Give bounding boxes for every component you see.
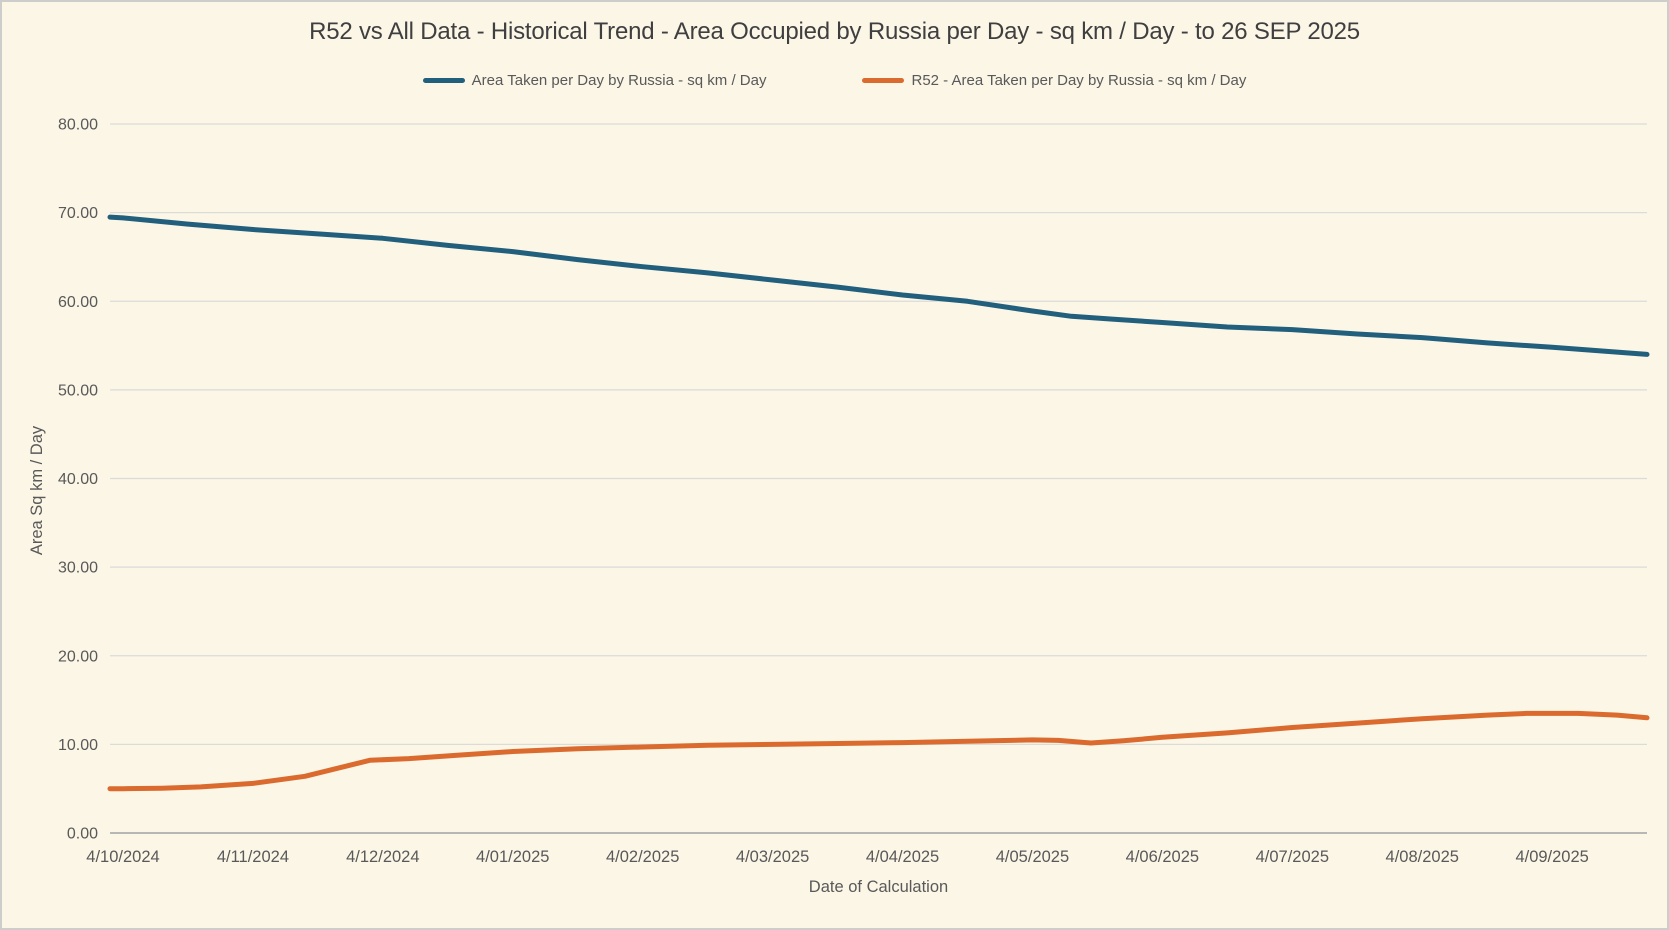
y-axis-tick-label: 50.00 (58, 382, 98, 399)
y-axis-tick-label: 60.00 (58, 294, 98, 311)
x-axis-tick-label: 4/04/2025 (866, 848, 939, 866)
y-axis-tick-label: 70.00 (58, 205, 98, 222)
x-axis-tick-label: 4/12/2024 (346, 848, 419, 866)
legend-line-swatch-all-data (422, 78, 465, 83)
y-axis-tick-label: 30.00 (58, 560, 98, 577)
x-axis-tick-label: 4/06/2025 (1126, 848, 1199, 866)
chart-title: R52 vs All Data - Historical Trend - Are… (309, 18, 1360, 45)
x-axis-tick-label: 4/10/2024 (86, 848, 159, 866)
y-axis-tick-label: 80.00 (58, 117, 98, 134)
y-axis-title: Area Sq km / Day (28, 425, 46, 555)
y-axis-tick-label: 20.00 (58, 648, 98, 665)
x-axis-title: Date of Calculation (809, 878, 948, 896)
x-axis-tick-label: 4/08/2025 (1386, 848, 1459, 866)
y-axis-tick-label: 10.00 (58, 737, 98, 754)
x-axis-tick-label: 4/11/2024 (217, 848, 289, 866)
series-line-r52 (107, 710, 1650, 792)
legend-item-r52: R52 - Area Taken per Day by Russia - sq … (862, 72, 1246, 89)
legend-item-all-data: Area Taken per Day by Russia - sq km / D… (422, 72, 767, 89)
x-axis-tick-label: 4/09/2025 (1515, 848, 1588, 866)
x-axis-tick-label: 4/07/2025 (1256, 848, 1329, 866)
y-axis-tick-label: 0.00 (67, 826, 98, 843)
x-axis-tick-label: 4/05/2025 (996, 848, 1069, 866)
x-axis-tick-label: 4/02/2025 (606, 848, 679, 866)
legend-label-r52: R52 - Area Taken per Day by Russia - sq … (911, 72, 1247, 89)
series-line-all-data (107, 214, 1650, 357)
legend-line-swatch-r52 (862, 78, 905, 83)
legend: Area Taken per Day by Russia - sq km / D… (2, 72, 1667, 89)
x-axis-tick-label: 4/03/2025 (736, 848, 809, 866)
y-axis-tick-label: 40.00 (58, 471, 98, 488)
x-axis-tick-label: 4/01/2025 (476, 848, 549, 866)
legend-label-all-data: Area Taken per Day by Russia - sq km / D… (471, 72, 767, 89)
